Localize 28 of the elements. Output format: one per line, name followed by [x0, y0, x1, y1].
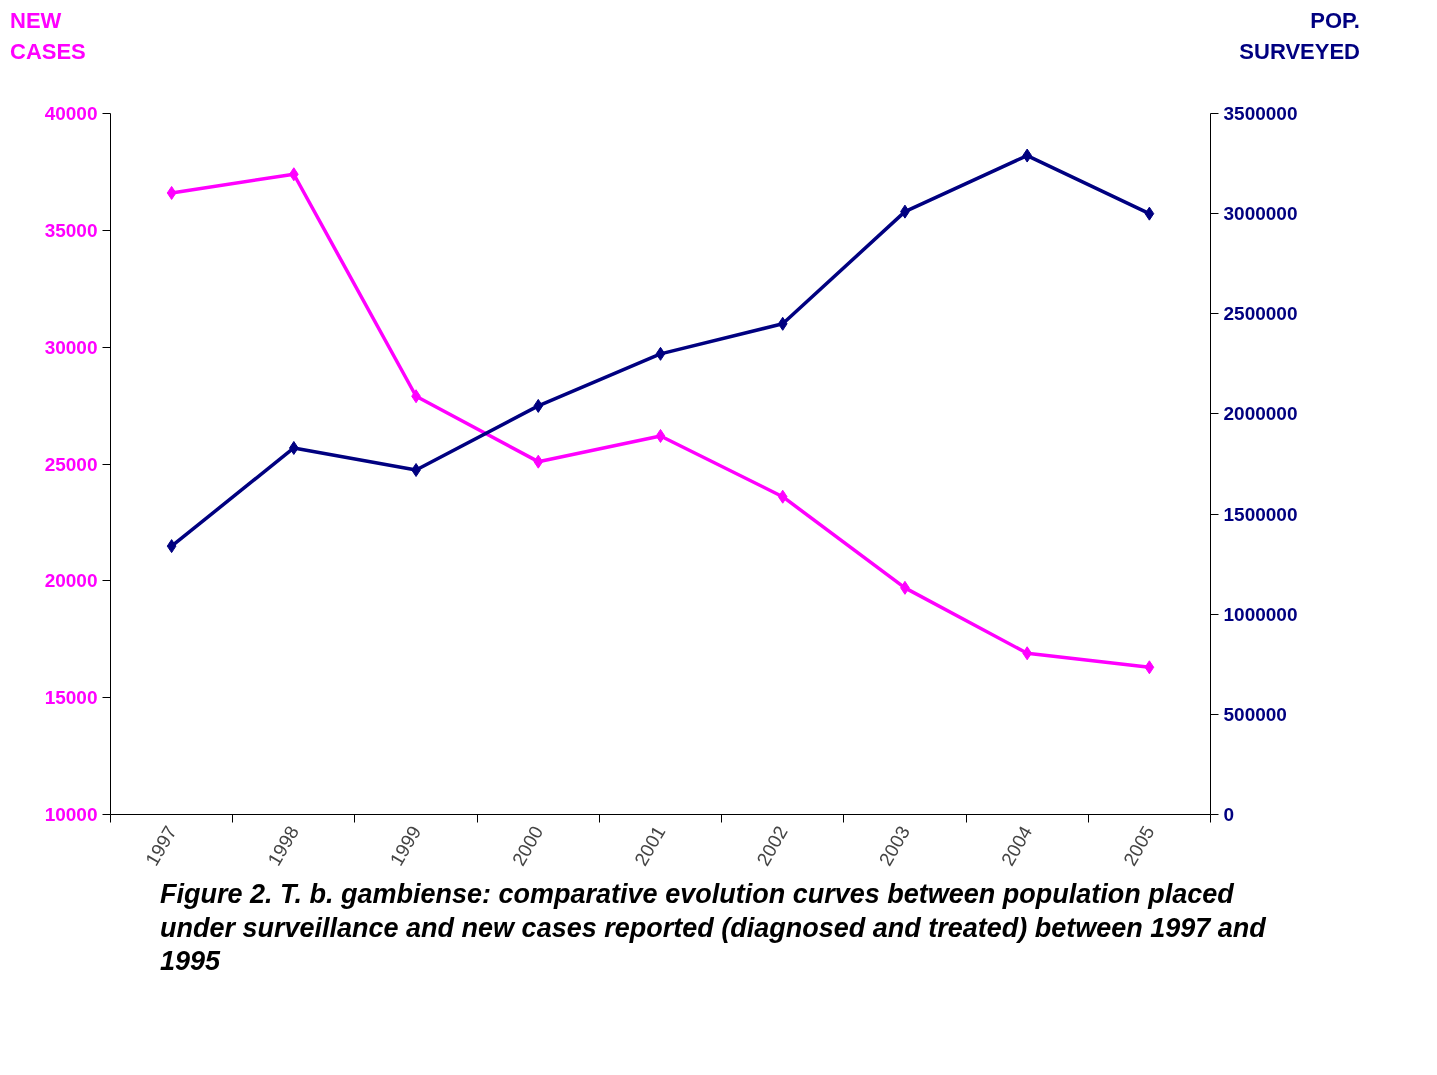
- y2-tick-label: 2000000: [1223, 403, 1298, 425]
- y2-tick-label: 3500000: [1223, 102, 1298, 124]
- y2-tick-label: 2500000: [1223, 303, 1298, 325]
- y-axis-title: NEW CASES: [10, 7, 86, 67]
- y2-tick-label: 3000000: [1223, 202, 1298, 224]
- y2-tick-label: 1500000: [1223, 503, 1298, 525]
- y-tick-label: 40000: [44, 102, 98, 124]
- point: [166, 185, 177, 200]
- point: [533, 454, 544, 469]
- point: [655, 428, 666, 443]
- point: [1144, 660, 1155, 675]
- point: [655, 346, 666, 361]
- point: [1144, 206, 1155, 221]
- y2-tick-label: 0: [1223, 803, 1235, 825]
- y-tick-label: 10000: [44, 803, 98, 825]
- y2-tick-label: 500000: [1223, 703, 1287, 725]
- y-tick-label: 25000: [44, 453, 98, 475]
- point: [533, 398, 544, 413]
- y2-tick-label: 1000000: [1223, 603, 1298, 625]
- point: [777, 489, 788, 504]
- y2-axis-title: POP. SURVEYED: [1239, 7, 1360, 67]
- y-tick-label: 30000: [44, 336, 98, 358]
- y-tick-label: 35000: [44, 219, 98, 241]
- point: [166, 538, 177, 553]
- caption: Figure 2. T. b. gambiense: comparative evolution curves between population placed under surveillance and new cases reported (diagnosed and treated) between 1997 and 1995: [160, 877, 1267, 979]
- point: [777, 316, 788, 331]
- y-tick-label: 20000: [44, 570, 98, 592]
- y-tick-label: 15000: [44, 687, 98, 709]
